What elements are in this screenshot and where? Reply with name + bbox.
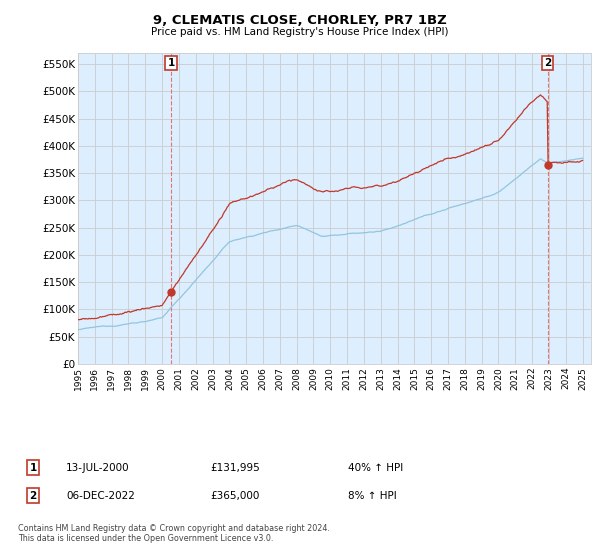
Text: Contains HM Land Registry data © Crown copyright and database right 2024.
This d: Contains HM Land Registry data © Crown c… xyxy=(18,524,330,543)
Text: 9, CLEMATIS CLOSE, CHORLEY, PR7 1BZ: 9, CLEMATIS CLOSE, CHORLEY, PR7 1BZ xyxy=(153,14,447,27)
Text: 40% ↑ HPI: 40% ↑ HPI xyxy=(348,463,403,473)
Text: 13-JUL-2000: 13-JUL-2000 xyxy=(66,463,130,473)
Text: £365,000: £365,000 xyxy=(210,491,259,501)
Text: 8% ↑ HPI: 8% ↑ HPI xyxy=(348,491,397,501)
Text: 06-DEC-2022: 06-DEC-2022 xyxy=(66,491,135,501)
Text: 2: 2 xyxy=(544,58,551,68)
Text: 1: 1 xyxy=(29,463,37,473)
Text: 2: 2 xyxy=(29,491,37,501)
Text: £131,995: £131,995 xyxy=(210,463,260,473)
Text: 1: 1 xyxy=(167,58,175,68)
Text: Price paid vs. HM Land Registry's House Price Index (HPI): Price paid vs. HM Land Registry's House … xyxy=(151,27,449,37)
